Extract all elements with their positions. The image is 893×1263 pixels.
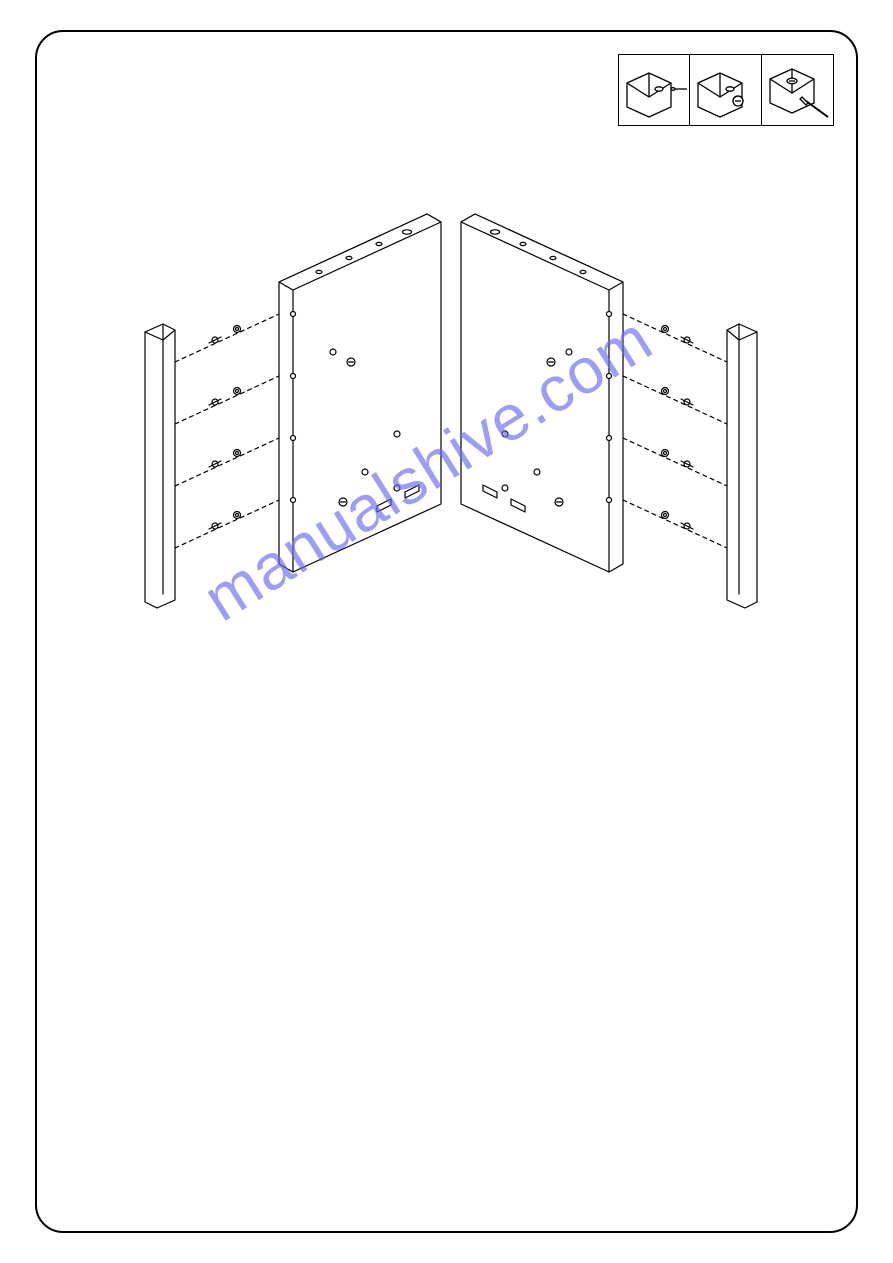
right-bolts: [662, 326, 694, 530]
left-panel: [279, 214, 441, 572]
right-leg-post: [727, 324, 757, 608]
detail-insert-cam: [690, 54, 762, 126]
detail-insert-dowel: [618, 54, 690, 126]
assembly-diagram: [97, 202, 797, 722]
left-leg-post: [145, 324, 175, 608]
left-guide-lines: [175, 314, 279, 548]
detail-tighten-cam: [762, 54, 834, 126]
left-bolts: [209, 326, 241, 530]
page-frame: manualshive.com: [35, 30, 858, 1233]
right-guide-lines: [623, 314, 727, 548]
detail-strip: [618, 54, 834, 126]
right-panel: [461, 214, 623, 572]
